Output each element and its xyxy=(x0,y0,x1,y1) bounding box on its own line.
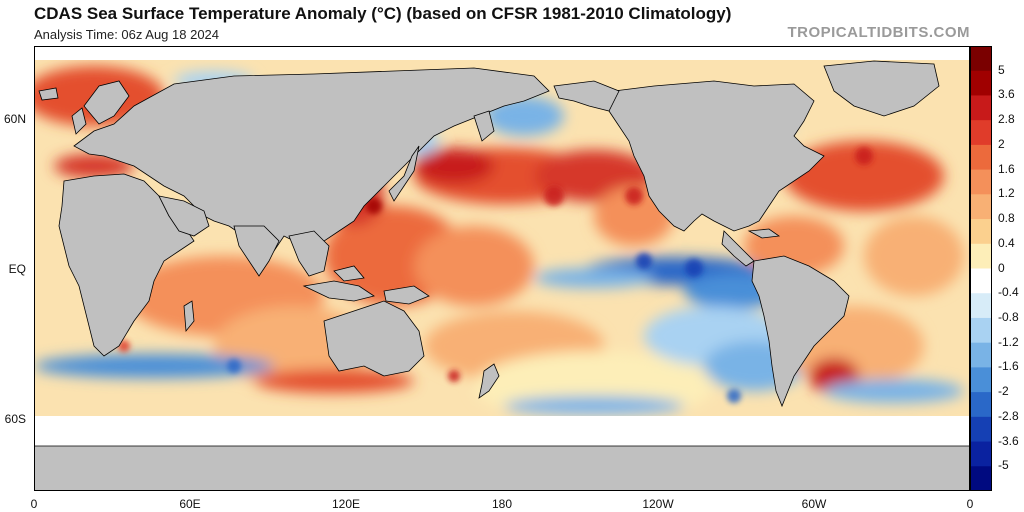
lon-label-120w: 120W xyxy=(642,497,674,511)
colorbar-segment xyxy=(970,392,992,418)
colorbar-segment xyxy=(970,144,992,171)
colorbar-tick-label: -1.2 xyxy=(998,334,1019,349)
map-frame xyxy=(34,46,970,491)
colorbar-tick-label: 2.8 xyxy=(998,112,1015,127)
colorbar-segment xyxy=(970,120,992,146)
arctic-ice xyxy=(34,46,970,60)
colorbar-segment xyxy=(970,219,992,245)
lat-label-60n: 60N xyxy=(3,112,26,126)
lon-label-180: 180 xyxy=(491,497,513,511)
colorbar-tick-label: 2 xyxy=(998,136,1005,151)
colorbar-tick-label: -0.8 xyxy=(998,309,1019,324)
colorbar-tick-label: -2.8 xyxy=(998,408,1019,423)
lat-label-60s: 60S xyxy=(4,412,26,426)
colorbar-segment xyxy=(970,441,992,467)
colorbar xyxy=(970,46,992,491)
lon-label-0-right: 0 xyxy=(966,497,974,511)
colorbar-tick-label: 5 xyxy=(998,62,1005,77)
colorbar-segment xyxy=(970,416,992,443)
colorbar-segment xyxy=(970,95,992,121)
lon-label-0-left: 0 xyxy=(30,497,38,511)
colorbar-frame xyxy=(970,46,992,491)
colorbar-tick-label: -0.4 xyxy=(998,285,1019,300)
lat-label-eq: EQ xyxy=(8,262,26,276)
colorbar-tick-label: 0.4 xyxy=(998,235,1015,250)
colorbar-tick-label: 1.2 xyxy=(998,186,1015,201)
lon-label-60w: 60W xyxy=(801,497,827,511)
page-title: CDAS Sea Surface Temperature Anomaly (°C… xyxy=(34,4,732,23)
colorbar-segment xyxy=(970,243,992,269)
analysis-time: Analysis Time: 06z Aug 18 2024 xyxy=(34,27,220,42)
colorbar-segment xyxy=(970,194,992,220)
lon-label-120e: 120E xyxy=(331,497,361,511)
lon-label-60e: 60E xyxy=(179,497,201,511)
colorbar-tick-label: 3.6 xyxy=(998,87,1015,102)
landmasses xyxy=(34,60,970,491)
colorbar-segment xyxy=(970,367,992,393)
colorbar-segment xyxy=(970,317,992,344)
sst-anomaly-map xyxy=(34,46,970,491)
colorbar-segment xyxy=(970,293,992,319)
colorbar-segment xyxy=(970,268,992,294)
colorbar-tick-label: -3.6 xyxy=(998,433,1019,448)
colorbar-tick-label: 0 xyxy=(998,260,1005,275)
colorbar-tick-label: 1.6 xyxy=(998,161,1015,176)
colorbar-tick-label: -2 xyxy=(998,384,1009,399)
colorbar-segment xyxy=(970,46,992,72)
source-credit: TROPICALTIDBITS.COM xyxy=(787,24,970,41)
colorbar-segment xyxy=(970,70,992,96)
colorbar-segment xyxy=(970,466,992,491)
colorbar-tick-label: -5 xyxy=(998,458,1009,473)
colorbar-segment xyxy=(970,342,992,368)
colorbar-tick-label: 0.8 xyxy=(998,211,1015,226)
colorbar-segment xyxy=(970,169,992,195)
colorbar-tick-label: -1.6 xyxy=(998,359,1019,374)
